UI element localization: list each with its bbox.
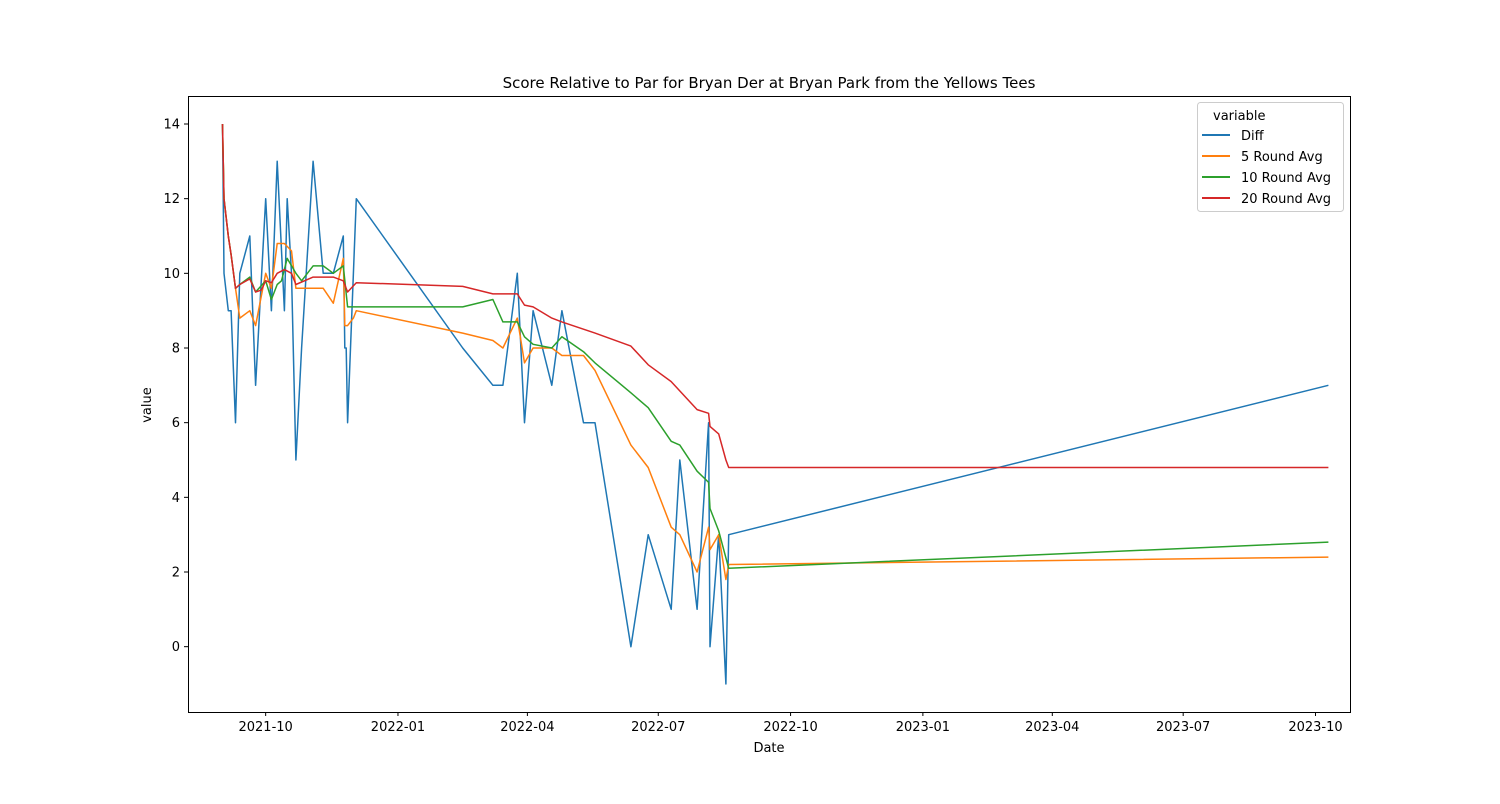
x-axis-label: Date — [753, 741, 784, 756]
plot-lines — [221, 123, 1329, 685]
series-line-diff — [221, 123, 1329, 685]
y-tick-label: 4 — [172, 491, 180, 506]
legend-box — [1197, 102, 1344, 212]
legend-items: Diff 5 Round Avg 10 Round Avg 20 Round Avg — [1202, 129, 1331, 207]
chart-title: Score Relative to Par for Bryan Der at B… — [503, 74, 1036, 92]
x-axis-ticks: 2021-10 2022-01 2022-04 2022-07 2022-10 2023-… — [238, 712, 1343, 735]
y-tick-label: 6 — [172, 416, 180, 431]
y-tick-label: 8 — [172, 342, 180, 357]
y-axis-label: value — [140, 387, 155, 423]
x-tick-label: 2022-10 — [763, 720, 817, 735]
y-tick-label: 14 — [163, 118, 180, 133]
axes-frame — [188, 96, 1351, 713]
y-tick-label: 10 — [163, 267, 180, 282]
x-tick-label: 2021-10 — [238, 720, 292, 735]
x-tick-label: 2023-10 — [1288, 720, 1342, 735]
x-tick-label: 2023-04 — [1025, 720, 1079, 735]
x-tick-label: 2023-07 — [1156, 720, 1210, 735]
series-line-10-round-avg — [221, 123, 1329, 570]
legend-title: variable — [1213, 109, 1265, 124]
legend: variable Diff 5 Round Avg 10 Round Avg 20 R… — [1197, 102, 1344, 212]
legend-label-diff: Diff — [1241, 129, 1265, 144]
legend-label-10-round-avg: 10 Round Avg — [1241, 171, 1331, 186]
y-tick-label: 12 — [163, 192, 180, 207]
x-tick-label: 2022-01 — [371, 720, 425, 735]
x-tick-label: 2022-04 — [500, 720, 554, 735]
y-tick-label: 0 — [172, 640, 180, 655]
series-line-20-round-avg — [221, 123, 1329, 469]
y-tick-label: 2 — [172, 566, 180, 581]
y-axis-ticks: 0 2 4 6 8 10 12 14 — [163, 118, 188, 655]
series-line-5-round-avg — [221, 123, 1329, 581]
x-tick-label: 2023-01 — [896, 720, 950, 735]
legend-label-5-round-avg: 5 Round Avg — [1241, 150, 1323, 165]
x-tick-label: 2022-07 — [631, 720, 685, 735]
legend-label-20-round-avg: 20 Round Avg — [1241, 192, 1331, 207]
